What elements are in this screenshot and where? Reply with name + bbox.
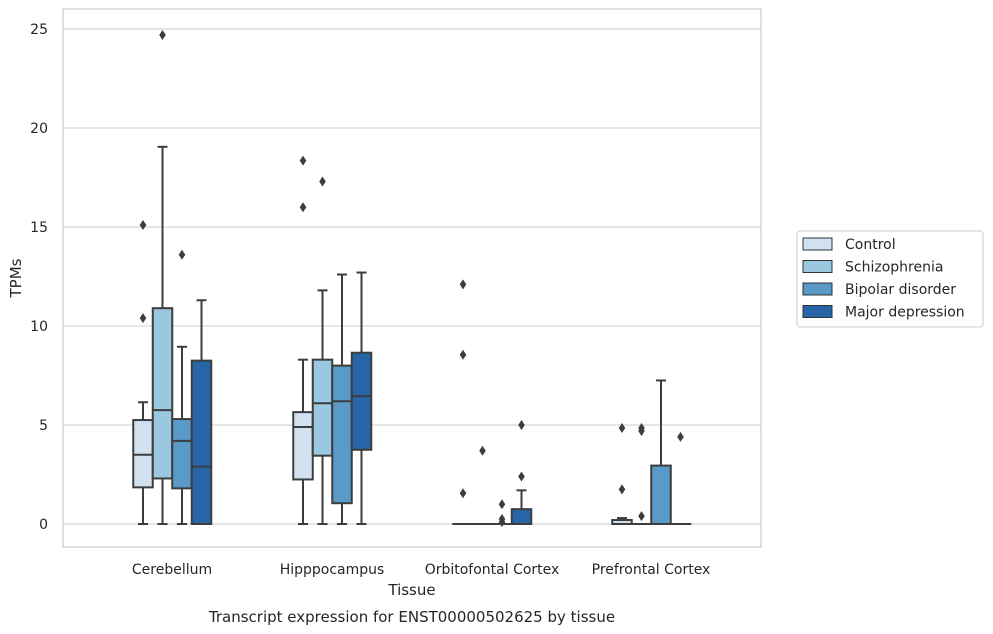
box-group: [650, 379, 672, 525]
series-bipolar-disorder: [171, 249, 672, 528]
outlier-point: [638, 511, 645, 522]
outlier-point: [299, 155, 307, 166]
outlier-point: [139, 220, 147, 231]
series-control: [132, 155, 633, 526]
outlier-point: [319, 176, 326, 187]
box: [650, 464, 672, 525]
box-group: [171, 249, 193, 525]
box-group: [132, 220, 154, 525]
legend-swatch: [802, 305, 833, 318]
box-group: [190, 299, 213, 525]
y-tick-label: 20: [30, 121, 48, 137]
legend-label: Control: [845, 237, 896, 253]
outlier-point: [299, 202, 307, 213]
legend-label: Schizophrenia: [845, 260, 943, 276]
x-tick-label: Cerebellum: [132, 562, 212, 578]
x-tick-label: Orbitofontal Cortex: [425, 562, 560, 578]
box-group: [331, 273, 353, 525]
legend-label: Bipolar disorder: [845, 282, 956, 298]
y-tick-label: 25: [30, 22, 48, 38]
box-group: [510, 420, 533, 525]
outlier-point: [518, 471, 525, 482]
legend-label: Major depression: [845, 305, 965, 321]
box: [190, 359, 213, 525]
y-tick-label: 10: [30, 319, 48, 335]
box-group: [611, 422, 633, 525]
outlier-point: [459, 349, 467, 360]
box: [311, 358, 334, 457]
box-group: [491, 499, 513, 528]
legend: Control Schizophrenia Bipolar disorder Majo…: [796, 230, 984, 328]
box-group: [350, 271, 373, 525]
legend-swatch: [802, 237, 833, 251]
box: [510, 508, 533, 525]
outlier-point: [459, 279, 467, 290]
x-tick-label: Prefrontal Cortex: [592, 562, 711, 578]
outlier-point: [518, 420, 525, 430]
legend-frame: [796, 230, 984, 328]
y-tick-label: 15: [30, 220, 48, 236]
y-tick-label: 5: [39, 418, 48, 434]
box: [171, 418, 193, 490]
outlier-point: [618, 484, 626, 495]
chart-caption: Transcript expression for ENST0000050262…: [208, 608, 615, 626]
box-group: [471, 445, 494, 526]
box-group: [151, 29, 174, 525]
outlier-point: [498, 499, 506, 510]
y-tick-label: 0: [39, 517, 48, 533]
outlier-point: [159, 29, 166, 40]
legend-swatch: [802, 260, 833, 273]
outlier-point: [618, 422, 626, 433]
series-major-depression: [190, 271, 692, 526]
box: [331, 364, 353, 505]
x-tick-label: Hipppocampus: [280, 562, 385, 578]
plot-frame: [62, 8, 762, 548]
box-series: [132, 29, 692, 528]
box-group: [630, 422, 653, 526]
box-group: [311, 176, 334, 525]
outlier-point: [498, 514, 506, 525]
legend-swatch: [802, 282, 833, 296]
box: [151, 307, 174, 480]
x-axis-title: Tissue: [387, 581, 435, 599]
box-group: [669, 431, 692, 526]
y-axis: 0 5 10 15 20 25: [30, 22, 48, 533]
box: [292, 411, 314, 481]
box-group: [452, 279, 474, 526]
outlier-point: [459, 488, 467, 499]
box: [350, 351, 373, 451]
outlier-point: [178, 249, 186, 260]
outlier-point: [638, 422, 645, 433]
series-schizophrenia: [151, 29, 653, 526]
box-group: [292, 155, 314, 525]
outlier-point: [139, 313, 147, 324]
outlier-point: [677, 431, 684, 442]
outlier-point: [479, 445, 486, 456]
y-axis-title: TPMs: [7, 258, 25, 298]
x-axis: Cerebellum Hipppocampus Orbitofontal Corte…: [132, 562, 710, 578]
